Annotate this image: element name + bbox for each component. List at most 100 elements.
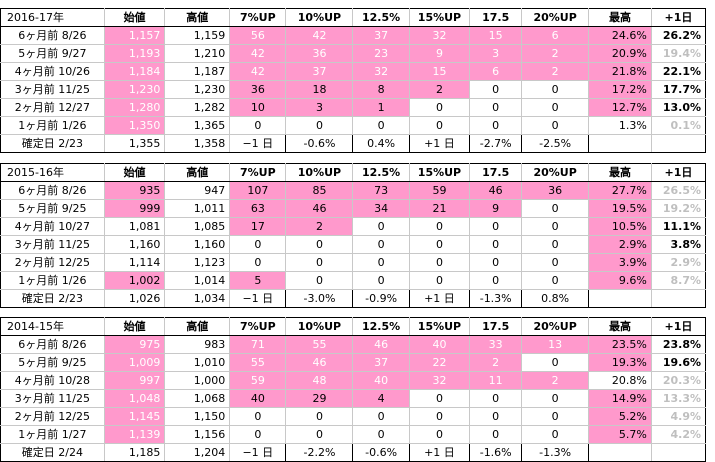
open-cell[interactable]: 1,193 <box>103 44 166 63</box>
count-cell-u175[interactable]: 46 <box>469 181 523 200</box>
final-label[interactable]: 確定日 2/23 <box>0 134 105 153</box>
count-cell-u7[interactable]: 0 <box>229 253 287 272</box>
final-u125[interactable]: 0.4% <box>352 134 410 153</box>
open-cell[interactable]: 935 <box>103 181 166 200</box>
final-u175[interactable]: -2.7% <box>469 134 523 153</box>
final-u175[interactable]: -1.3% <box>469 289 523 308</box>
table-title[interactable]: 2014-15年 <box>0 317 105 336</box>
next-day-cell[interactable]: 11.1% <box>650 217 707 236</box>
final-u125[interactable]: -0.6% <box>352 443 410 462</box>
open-cell[interactable]: 1,230 <box>103 80 166 99</box>
high-cell[interactable]: 1,187 <box>164 62 231 81</box>
count-cell-u10[interactable]: 0 <box>285 425 354 444</box>
count-cell-u7[interactable]: 107 <box>229 181 287 200</box>
open-cell[interactable]: 1,002 <box>103 271 166 290</box>
count-cell-u175[interactable]: 0 <box>469 253 523 272</box>
count-cell-u7[interactable]: 17 <box>229 217 287 236</box>
count-cell-u10[interactable]: 18 <box>285 80 354 99</box>
count-cell-u20[interactable]: 0 <box>521 80 590 99</box>
count-cell-u20[interactable]: 6 <box>521 26 590 45</box>
max-cell[interactable]: 23.5% <box>588 335 652 354</box>
row-label[interactable]: 5ヶ月前 9/25 <box>0 199 105 218</box>
count-cell-u175[interactable]: 0 <box>469 217 523 236</box>
count-cell-u7[interactable]: 40 <box>229 389 287 408</box>
count-cell-u10[interactable]: 48 <box>285 371 354 390</box>
count-cell-u10[interactable]: 0 <box>285 253 354 272</box>
final-next[interactable] <box>650 443 707 462</box>
count-cell-u175[interactable]: 2 <box>469 353 523 372</box>
count-cell-u125[interactable]: 37 <box>352 26 410 45</box>
final-u175[interactable]: -1.6% <box>469 443 523 462</box>
count-cell-u175[interactable]: 9 <box>469 199 523 218</box>
count-cell-u15[interactable]: 59 <box>408 181 471 200</box>
row-label[interactable]: 2ヶ月前 12/27 <box>0 98 105 117</box>
column-header[interactable]: 15%UP <box>408 163 471 182</box>
count-cell-u7[interactable]: 0 <box>229 407 287 426</box>
count-cell-u20[interactable]: 13 <box>521 335 590 354</box>
count-cell-u15[interactable]: 0 <box>408 235 471 254</box>
count-cell-u7[interactable]: 42 <box>229 62 287 81</box>
column-header[interactable]: 10%UP <box>285 317 354 336</box>
count-cell-u175[interactable]: 15 <box>469 26 523 45</box>
next-day-cell[interactable]: 22.1% <box>650 62 707 81</box>
final-open[interactable]: 1,185 <box>103 443 166 462</box>
max-cell[interactable]: 12.7% <box>588 98 652 117</box>
high-cell[interactable]: 1,156 <box>164 425 231 444</box>
max-cell[interactable]: 9.6% <box>588 271 652 290</box>
count-cell-u7[interactable]: 63 <box>229 199 287 218</box>
count-cell-u7[interactable]: 0 <box>229 425 287 444</box>
open-cell[interactable]: 1,145 <box>103 407 166 426</box>
count-cell-u7[interactable]: 59 <box>229 371 287 390</box>
count-cell-u20[interactable]: 2 <box>521 44 590 63</box>
row-label[interactable]: 6ヶ月前 8/26 <box>0 26 105 45</box>
count-cell-u10[interactable]: 37 <box>285 62 354 81</box>
count-cell-u20[interactable]: 0 <box>521 253 590 272</box>
next-day-cell[interactable]: 3.8% <box>650 235 707 254</box>
max-cell[interactable]: 21.8% <box>588 62 652 81</box>
open-cell[interactable]: 1,350 <box>103 116 166 135</box>
next-day-cell[interactable]: 19.4% <box>650 44 707 63</box>
max-cell[interactable]: 24.6% <box>588 26 652 45</box>
count-cell-u7[interactable]: 56 <box>229 26 287 45</box>
open-cell[interactable]: 1,157 <box>103 26 166 45</box>
next-day-cell[interactable]: 26.2% <box>650 26 707 45</box>
count-cell-u20[interactable]: 0 <box>521 353 590 372</box>
count-cell-u20[interactable]: 0 <box>521 98 590 117</box>
count-cell-u125[interactable]: 73 <box>352 181 410 200</box>
final-next[interactable] <box>650 289 707 308</box>
column-header[interactable]: +1日 <box>650 8 707 27</box>
table-title[interactable]: 2015-16年 <box>0 163 105 182</box>
count-cell-u7[interactable]: 5 <box>229 271 287 290</box>
final-max[interactable] <box>588 134 652 153</box>
max-cell[interactable]: 5.7% <box>588 425 652 444</box>
count-cell-u15[interactable]: 0 <box>408 425 471 444</box>
column-header[interactable]: 20%UP <box>521 163 590 182</box>
count-cell-u15[interactable]: 0 <box>408 98 471 117</box>
count-cell-u20[interactable]: 0 <box>521 425 590 444</box>
count-cell-u175[interactable]: 0 <box>469 407 523 426</box>
open-cell[interactable]: 997 <box>103 371 166 390</box>
column-header[interactable]: +1日 <box>650 317 707 336</box>
final-label[interactable]: 確定日 2/24 <box>0 443 105 462</box>
count-cell-u175[interactable]: 0 <box>469 389 523 408</box>
count-cell-u175[interactable]: 0 <box>469 98 523 117</box>
final-u10[interactable]: -3.0% <box>285 289 354 308</box>
count-cell-u125[interactable]: 1 <box>352 98 410 117</box>
count-cell-u7[interactable]: 0 <box>229 116 287 135</box>
final-u15[interactable]: +1 日 <box>408 134 471 153</box>
high-cell[interactable]: 1,230 <box>164 80 231 99</box>
column-header[interactable]: 始値 <box>103 317 166 336</box>
count-cell-u20[interactable]: 36 <box>521 181 590 200</box>
high-cell[interactable]: 1,150 <box>164 407 231 426</box>
row-label[interactable]: 5ヶ月前 9/27 <box>0 44 105 63</box>
row-label[interactable]: 2ヶ月前 12/25 <box>0 407 105 426</box>
final-open[interactable]: 1,026 <box>103 289 166 308</box>
next-day-cell[interactable]: 20.3% <box>650 371 707 390</box>
final-u15[interactable]: +1 日 <box>408 443 471 462</box>
max-cell[interactable]: 14.9% <box>588 389 652 408</box>
column-header[interactable]: 12.5% <box>352 163 410 182</box>
column-header[interactable]: 15%UP <box>408 8 471 27</box>
count-cell-u20[interactable]: 0 <box>521 271 590 290</box>
high-cell[interactable]: 1,000 <box>164 371 231 390</box>
open-cell[interactable]: 1,048 <box>103 389 166 408</box>
